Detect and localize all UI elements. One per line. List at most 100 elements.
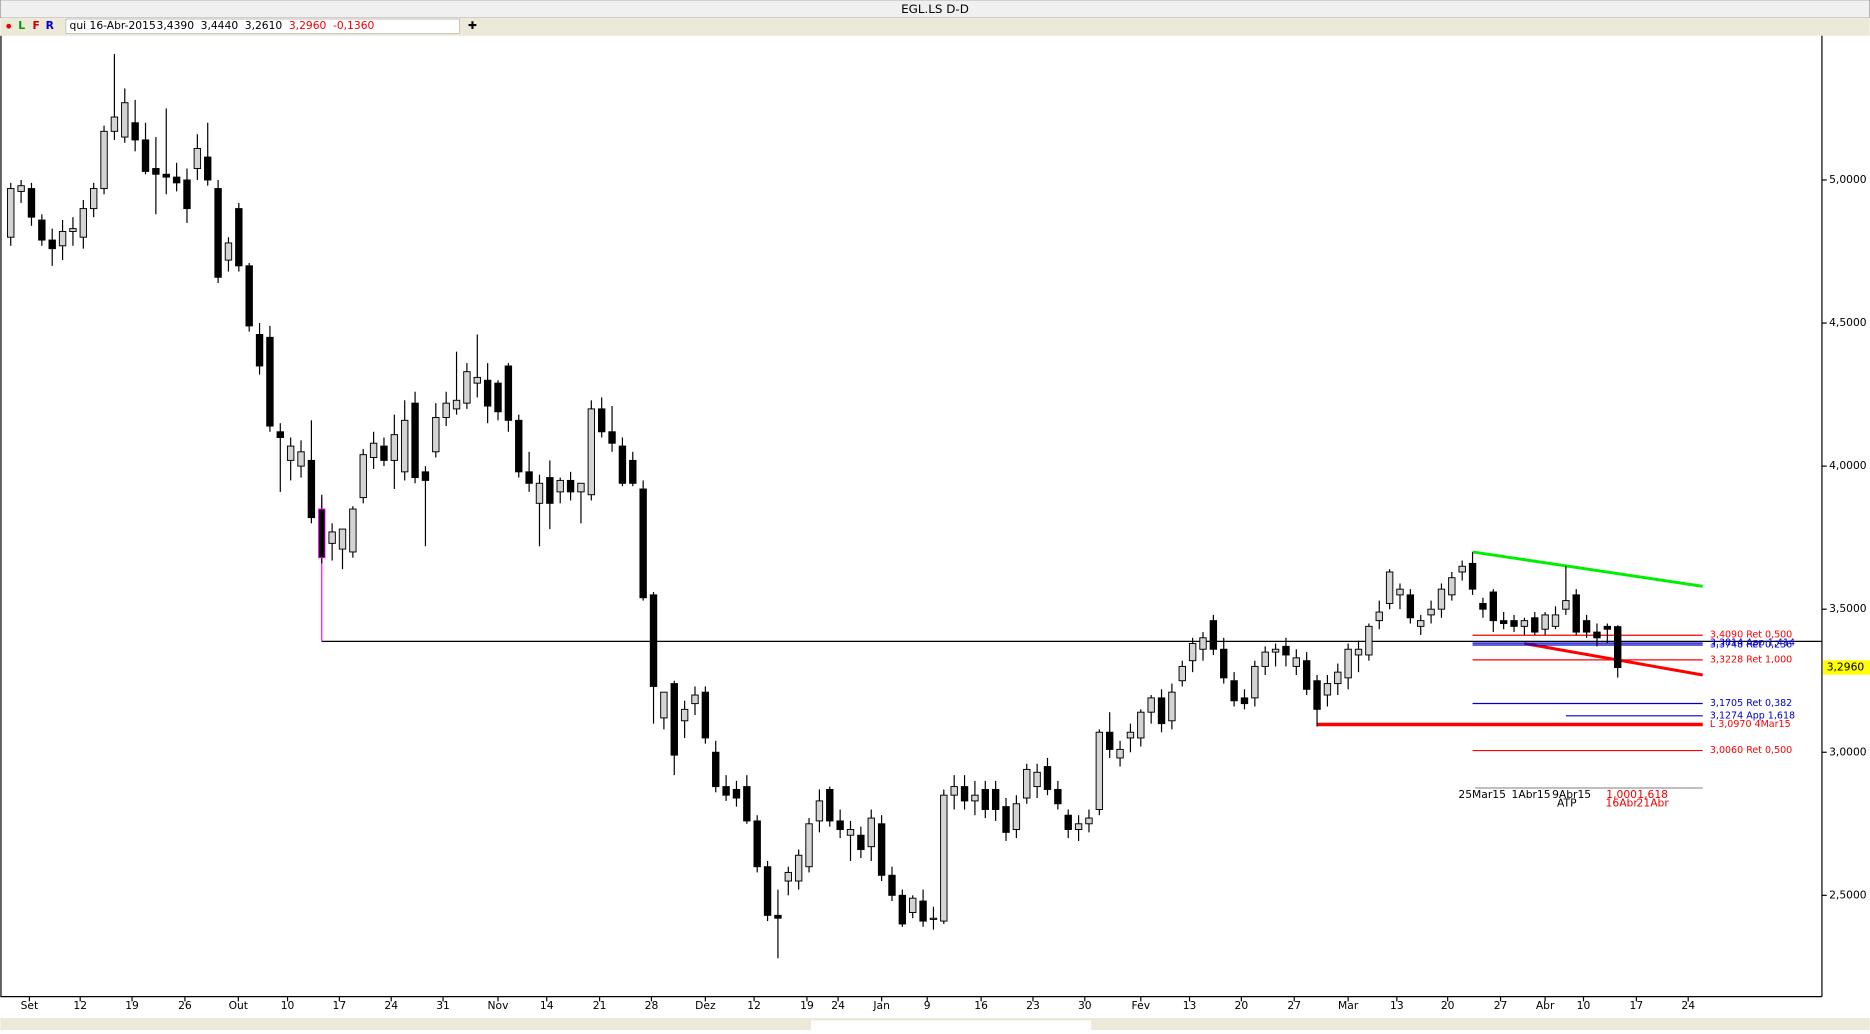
y-tick-label: 2,5000 [1829, 888, 1867, 901]
x-tick-label: 14 [540, 999, 554, 1012]
candle-body [1458, 565, 1466, 573]
x-tick-label: 13 [1390, 999, 1404, 1012]
candle-body [17, 185, 25, 192]
candle-body [359, 454, 367, 499]
candle-body [432, 416, 440, 453]
candle-body [991, 788, 1000, 810]
candle-body [732, 788, 741, 799]
y-tick-label: 4,0000 [1829, 459, 1867, 472]
candle-body [722, 786, 730, 796]
candle-body [1043, 766, 1052, 790]
candle-body [867, 817, 875, 848]
candle-body [680, 708, 689, 722]
candle-body [929, 917, 938, 920]
candle-body [473, 376, 481, 384]
candle-body [940, 794, 948, 922]
y-tick-label: 3,5000 [1829, 602, 1867, 615]
level-label: 3,3748 Ret 0,236 [1710, 640, 1792, 651]
add-button[interactable]: ✚ [468, 19, 477, 32]
candle-body [504, 365, 513, 421]
candle-body [743, 786, 751, 822]
candle-body [297, 451, 305, 467]
candle-body [266, 336, 274, 427]
time-label: 25Mar15 [1458, 788, 1506, 801]
x-tick-label: 28 [645, 999, 659, 1012]
candle-body [712, 751, 720, 788]
x-tick-label: Mar [1338, 999, 1359, 1012]
candle-body [1468, 562, 1477, 590]
candle-body [48, 239, 56, 250]
candle-body [1479, 602, 1487, 610]
time-label: 1,000 [1606, 788, 1637, 801]
candle-body [577, 482, 585, 493]
candle-body [255, 334, 264, 367]
candle-body [919, 900, 927, 922]
x-tick-label: 12 [73, 999, 87, 1012]
candle-body [1116, 748, 1124, 759]
candle-body [670, 683, 678, 756]
x-tick-label: 13 [1183, 999, 1197, 1012]
candle-body [774, 914, 782, 919]
candle-body [224, 242, 233, 261]
time-label: 1,618 [1637, 788, 1668, 801]
y-tick-label: 3,0000 [1829, 745, 1867, 758]
x-tick-label: Dez [695, 999, 716, 1012]
candle-body [494, 382, 502, 413]
candle-body [535, 482, 544, 504]
quote-open: 3,4390 [157, 19, 195, 32]
candle-body [1033, 771, 1041, 788]
candle-body [307, 459, 316, 519]
candle-body [1012, 803, 1021, 830]
candle-body [1593, 631, 1601, 639]
candle-body [1220, 648, 1228, 679]
candle-body [784, 871, 792, 882]
quote-date: qui 16-Abr-2015 [70, 19, 156, 32]
toolbar-button[interactable]: L [18, 19, 25, 32]
x-tick-label: Jan [872, 999, 890, 1012]
candle-body [1334, 671, 1342, 685]
candle-body [1261, 651, 1269, 667]
candle-body [1095, 731, 1104, 810]
candle-body [1023, 768, 1031, 799]
candle-body [1251, 665, 1259, 699]
candle-body [1572, 594, 1580, 633]
x-tick-label: Fev [1132, 999, 1151, 1012]
candle-body [1489, 591, 1497, 622]
y-tick-label: 4,5000 [1829, 316, 1867, 329]
candle-body [121, 102, 129, 138]
price-tag [1823, 660, 1870, 675]
candle-body [1603, 625, 1612, 630]
candle-body [152, 168, 160, 175]
candle-body [618, 445, 627, 484]
trend-line [1524, 642, 1703, 677]
quote-close: 3,2960 [289, 19, 327, 32]
time-label: 9Abr15 [1552, 788, 1591, 801]
candle-body [100, 130, 108, 190]
candle-body [1344, 648, 1352, 679]
candle-body [877, 823, 886, 876]
quote-low: 3,2610 [245, 19, 283, 32]
time-label: ATP [1557, 796, 1577, 809]
x-tick-label: Nov [488, 999, 510, 1012]
candle-body [1188, 643, 1197, 662]
scroll-thumb[interactable] [811, 1020, 1092, 1030]
x-tick-label: 24 [1681, 999, 1695, 1012]
x-tick-label: 31 [436, 999, 450, 1012]
candle-body [1168, 691, 1176, 722]
candle-body [597, 408, 606, 433]
candle-body [1427, 608, 1435, 616]
quote-change: -0,1360 [333, 19, 375, 32]
toolbar-button[interactable]: F [33, 19, 40, 32]
candle-body [826, 788, 834, 822]
x-tick-label: 21 [593, 999, 607, 1012]
candle-body [556, 479, 564, 493]
toolbar-button[interactable]: R [46, 19, 55, 32]
level-label: 3,4090 Ret 0,500 [1710, 630, 1792, 641]
candle-body [1531, 617, 1539, 633]
candle-body [1313, 680, 1321, 710]
x-tick-label: Abr [1536, 999, 1555, 1012]
x-tick-label: 10 [281, 999, 295, 1012]
candle-body [131, 122, 139, 141]
candle-body [214, 188, 222, 278]
